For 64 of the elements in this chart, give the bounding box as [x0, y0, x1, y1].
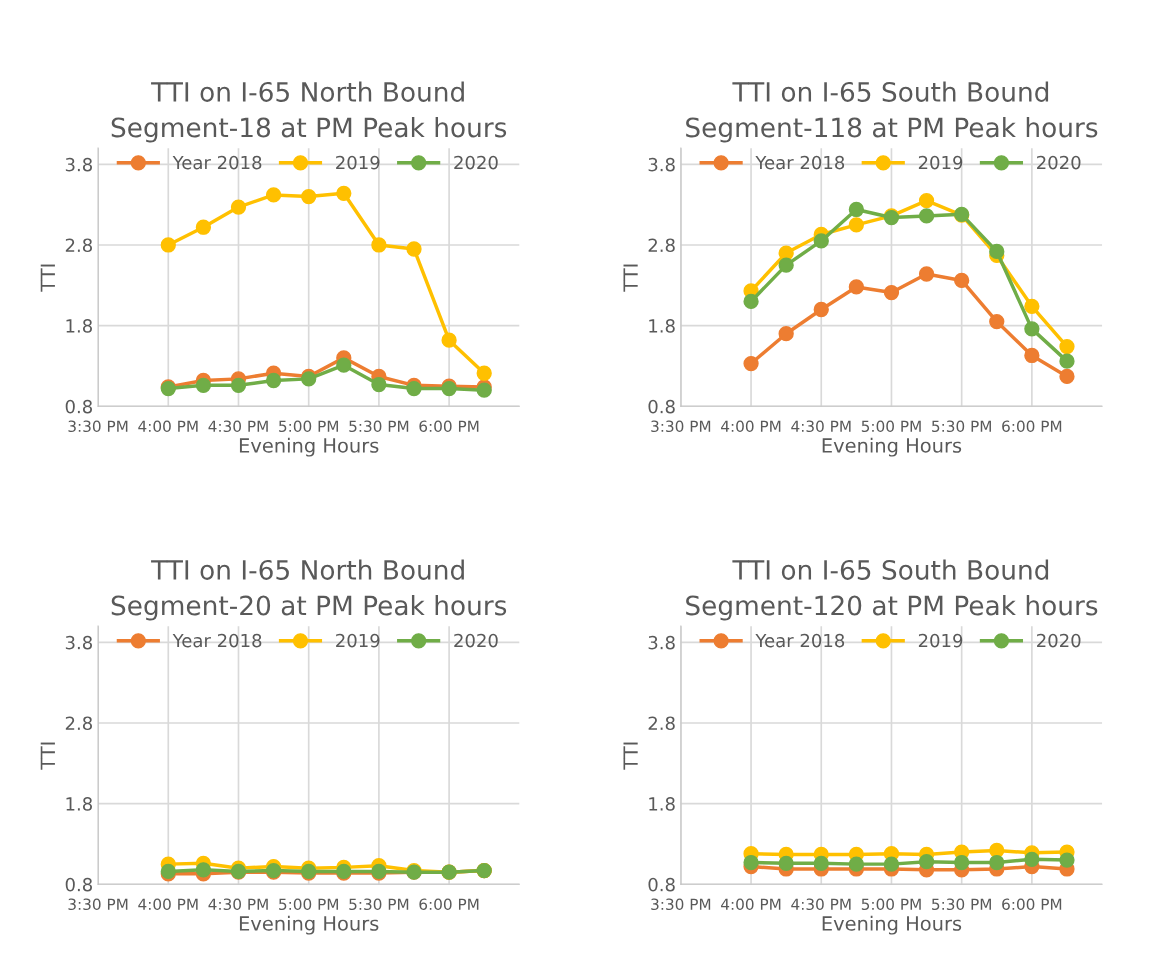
x-tick-label: 4:00 PM [138, 420, 198, 433]
legend-label: 2019 [918, 155, 963, 170]
legend-label: Year 2018 [755, 633, 845, 648]
y-tick-label: 2.8 [648, 716, 675, 731]
y-tick-label: 2.8 [65, 238, 92, 253]
x-axis-title: Evening Hours [239, 915, 379, 935]
y-tick-label: 0.8 [648, 877, 675, 892]
legend-label: Year 2018 [172, 155, 262, 170]
x-tick-label: 6:00 PM [419, 420, 479, 433]
x-tick-label: 5:00 PM [861, 420, 921, 433]
x-tick-label: 5:30 PM [932, 898, 991, 911]
chart-title: TTI on I-65 North Bound Segment-18 at PM Peak hours [111, 81, 507, 143]
legend-label: Year 2018 [755, 155, 845, 170]
x-tick-label: 3:30 PM [68, 898, 128, 911]
x-tick-label: 4:30 PM [791, 420, 851, 433]
y-axis-title: TTI [623, 264, 638, 292]
y-tick-label: 1.8 [649, 797, 675, 811]
y-tick-label: 2.8 [65, 716, 92, 731]
x-tick-label: 6:00 PM [1002, 420, 1062, 433]
legend-label: 2019 [336, 155, 380, 170]
x-tick-label: 4:00 PM [138, 898, 198, 911]
y-tick-label: 1.8 [649, 319, 675, 333]
y-tick-label: 3.8 [65, 635, 92, 650]
x-tick-label: 4:30 PM [208, 420, 268, 433]
legend-label: 2020 [1037, 633, 1081, 648]
chart-title: TTI on I-65 North Bound Segment-20 at PM Peak hours [111, 559, 507, 621]
legend-label: 2020 [454, 155, 498, 170]
x-tick-label: 3:30 PM [651, 898, 711, 911]
x-tick-label: 6:00 PM [1002, 898, 1062, 911]
y-tick-label: 1.8 [66, 319, 92, 333]
x-axis-title: Evening Hours [822, 915, 962, 935]
y-tick-label: 0.8 [648, 399, 675, 414]
y-tick-label: 0.8 [65, 877, 92, 892]
x-tick-label: 4:00 PM [721, 420, 781, 433]
x-tick-label: 3:30 PM [651, 420, 711, 433]
y-tick-label: 1.8 [66, 797, 92, 811]
y-tick-label: 3.8 [65, 157, 92, 172]
x-tick-label: 5:30 PM [349, 420, 409, 433]
x-tick-label: 3:30 PM [68, 420, 128, 433]
y-tick-label: 3.8 [648, 157, 675, 172]
x-tick-label: 4:30 PM [791, 898, 851, 911]
legend-label: 2020 [454, 633, 498, 648]
x-tick-label: 4:30 PM [208, 898, 268, 911]
x-axis-title: Evening Hours [239, 437, 379, 457]
legend-label: 2020 [1037, 155, 1081, 170]
y-axis-title: TTI [40, 742, 55, 770]
legend-label: 2019 [336, 633, 380, 648]
chart-title: TTI on I-65 South Bound Segment-118 at PM Peak hours [686, 81, 1098, 143]
x-tick-label: 5:30 PM [349, 898, 409, 911]
y-tick-label: 3.8 [648, 635, 675, 650]
x-tick-label: 4:00 PM [721, 898, 781, 911]
legend-label: 2019 [918, 633, 963, 648]
y-axis-title: TTI [623, 742, 638, 770]
y-tick-label: 0.8 [65, 399, 92, 414]
x-tick-label: 6:00 PM [419, 898, 479, 911]
x-axis-title: Evening Hours [822, 437, 962, 457]
x-tick-label: 5:00 PM [861, 898, 921, 911]
x-tick-label: 5:00 PM [279, 898, 338, 911]
y-tick-label: 2.8 [648, 238, 675, 253]
legend-label: Year 2018 [172, 633, 262, 648]
chart-title: TTI on I-65 South Bound Segment-120 at PM Peak hours [686, 559, 1098, 621]
y-axis-title: TTI [40, 264, 55, 292]
x-tick-label: 5:30 PM [932, 420, 991, 433]
x-tick-label: 5:00 PM [279, 420, 338, 433]
